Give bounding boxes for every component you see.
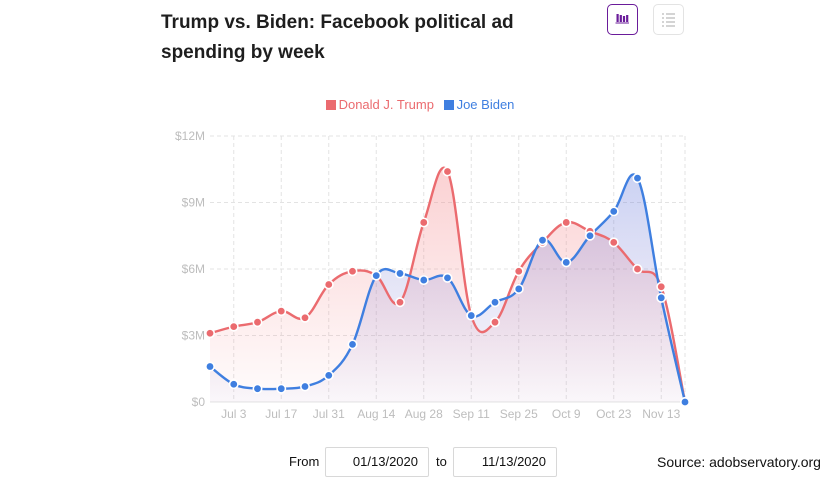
trump-point[interactable]: [394, 297, 405, 308]
biden-point[interactable]: [299, 381, 310, 392]
table-view-button[interactable]: [653, 4, 684, 35]
legend-swatch-biden: [443, 99, 454, 110]
biden-point[interactable]: [537, 235, 548, 246]
x-tick-label: Jul 17: [265, 407, 297, 421]
from-date-input[interactable]: 01/13/2020: [325, 447, 429, 477]
trump-point[interactable]: [561, 217, 572, 228]
legend-swatch-trump: [325, 99, 336, 110]
y-tick-label: $6M: [182, 262, 205, 276]
biden-point[interactable]: [418, 275, 429, 286]
x-tick-label: Aug 14: [357, 407, 395, 421]
biden-point[interactable]: [584, 230, 595, 241]
chart-title: Trump vs. Biden: Facebook political ad s…: [161, 12, 514, 63]
biden-point[interactable]: [632, 173, 643, 184]
biden-point[interactable]: [489, 297, 500, 308]
biden-point[interactable]: [442, 272, 453, 283]
list-icon: [662, 13, 675, 27]
x-tick-label: Jul 31: [313, 407, 345, 421]
chart-legend: Donald J. Trump Joe Biden: [0, 97, 840, 113]
biden-point[interactable]: [252, 383, 263, 394]
x-axis-ticks: Jul 3 Jul 17 Jul 31 Aug 14 Aug 28 Sep 11 Sep 2…: [221, 407, 681, 421]
trump-point[interactable]: [252, 317, 263, 328]
trump-point[interactable]: [442, 166, 453, 177]
biden-point[interactable]: [371, 270, 382, 281]
x-tick-label: Oct 23: [596, 407, 632, 421]
trump-point[interactable]: [632, 263, 643, 274]
y-axis-ticks: $0 $3M $6M $9M $12M: [175, 129, 205, 409]
biden-point[interactable]: [561, 257, 572, 268]
y-tick-label: $3M: [182, 329, 205, 343]
source-text: Source: adobservatory.org: [657, 454, 821, 470]
series-lines: [209, 166, 687, 403]
biden-point[interactable]: [656, 292, 667, 303]
biden-point[interactable]: [679, 396, 690, 407]
trump-line: [209, 166, 687, 403]
trump-point[interactable]: [276, 306, 287, 317]
trump-point[interactable]: [608, 237, 619, 248]
x-tick-label: Nov 13: [642, 407, 680, 421]
to-label: to: [436, 454, 447, 469]
trump-point[interactable]: [347, 266, 358, 277]
trump-point[interactable]: [656, 281, 667, 292]
line-chart: $0 $3M $6M $9M $12M Jul 3 Jul 17 Jul 31 Aug 14 A…: [175, 129, 690, 421]
from-label: From: [289, 454, 320, 469]
biden-area: [210, 174, 685, 402]
y-tick-label: $0: [192, 395, 206, 409]
bar-chart-icon: [615, 14, 629, 24]
biden-point[interactable]: [205, 361, 216, 372]
biden-point[interactable]: [466, 310, 477, 321]
trump-point[interactable]: [228, 321, 239, 332]
biden-point[interactable]: [228, 379, 239, 390]
to-date-input[interactable]: 11/13/2020: [453, 447, 557, 477]
biden-point[interactable]: [608, 206, 619, 217]
biden-point[interactable]: [276, 383, 287, 394]
biden-line: [209, 173, 687, 403]
y-tick-label: $12M: [175, 129, 205, 143]
biden-point[interactable]: [323, 370, 334, 381]
biden-point[interactable]: [394, 268, 405, 279]
chart-view-button[interactable]: [607, 4, 638, 35]
trump-point[interactable]: [299, 312, 310, 323]
trump-point[interactable]: [418, 217, 429, 228]
legend-item-biden[interactable]: Joe Biden: [443, 97, 515, 112]
data-points: [205, 166, 690, 407]
legend-label-biden: Joe Biden: [456, 97, 515, 112]
y-tick-label: $9M: [182, 196, 205, 210]
biden-point[interactable]: [347, 339, 358, 350]
trump-point[interactable]: [323, 279, 334, 290]
x-tick-label: Jul 3: [221, 407, 247, 421]
trump-point[interactable]: [489, 317, 500, 328]
trump-point[interactable]: [205, 328, 216, 339]
x-tick-label: Sep 25: [500, 407, 538, 421]
biden-point[interactable]: [513, 283, 524, 294]
x-tick-label: Sep 11: [453, 407, 490, 421]
x-tick-label: Aug 28: [405, 407, 443, 421]
trump-point[interactable]: [513, 266, 524, 277]
x-tick-label: Oct 9: [552, 407, 581, 421]
legend-item-trump[interactable]: Donald J. Trump: [325, 97, 434, 112]
legend-label-trump: Donald J. Trump: [338, 97, 434, 112]
